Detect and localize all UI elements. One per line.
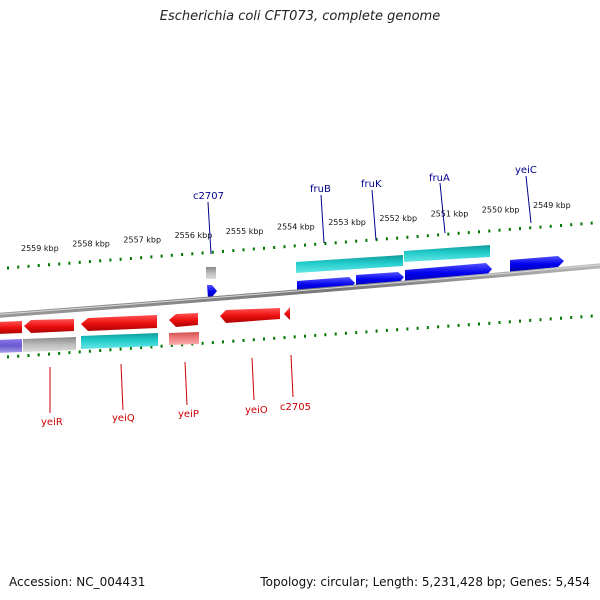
scale-label: 2553 kbp [328,218,366,227]
gene-label-c2707[interactable]: c2707 [193,191,224,202]
gene-label-fruA[interactable]: fruA [429,173,450,184]
leader-line [207,201,212,255]
scale-label: 2558 kbp [72,240,110,249]
gene-arrow[interactable] [81,315,157,331]
accession-text: Accession: NC_004431 [9,575,146,589]
leader-line [184,361,188,406]
feature-bar [206,267,216,279]
genome-backbone-highlight [0,264,600,315]
gene-label-fruB[interactable]: fruB [310,184,331,195]
scale-label: 2549 kbp [533,201,571,210]
gene-label-yeiP[interactable]: yeiP [178,409,199,420]
gene-label-yeiQ[interactable]: yeiQ [112,413,135,424]
gene-arrow[interactable] [284,307,290,320]
leader-line [439,182,446,234]
scale-label: 2556 kbp [175,231,213,240]
gene-arrow[interactable] [169,313,198,327]
leader-line [371,189,377,241]
scale-label: 2554 kbp [277,223,315,232]
forward-leaders [207,175,532,255]
feature-bar [404,245,490,262]
gene-arrow[interactable] [0,321,22,334]
gene-arrow[interactable] [510,256,564,272]
lower-tick-ruler [7,314,593,359]
feature-bar [23,337,76,352]
genome-summary: Topology: circular; Length: 5,231,428 bp… [260,575,590,589]
leader-line [290,354,294,398]
feature-bar [81,333,158,349]
gene-label-fruK[interactable]: fruK [361,179,382,190]
scale-labels: 2559 kbp 2558 kbp 2557 kbp 2556 kbp 2555 kbp… [21,201,571,253]
reverse-gene-track [0,307,290,334]
map-title: Escherichia coli CFT073, complete genome [159,9,441,24]
reverse-leaders [49,354,294,413]
scale-label: 2555 kbp [226,227,264,236]
genome-backbone [0,263,600,318]
forward-feature-track [206,245,490,279]
reverse-gene-labels: yeiR yeiQ yeiP yeiO c2705 [41,402,311,428]
gene-label-yeiC[interactable]: yeiC [515,165,537,176]
scale-label: 2551 kbp [431,210,469,219]
leader-line [525,175,532,224]
gene-label-yeiO[interactable]: yeiO [245,405,268,416]
forward-gene-labels: c2707 fruB fruK fruA yeiC [193,165,537,202]
scale-label: 2559 kbp [21,244,59,253]
gene-arrow[interactable] [207,285,217,298]
gene-arrow[interactable] [220,308,280,323]
scale-label: 2552 kbp [379,214,417,223]
leader-line [120,363,124,411]
gene-arrow[interactable] [405,263,492,283]
upper-tick-ruler [7,221,593,270]
gene-label-c2705[interactable]: c2705 [280,402,311,413]
scale-label: 2557 kbp [123,235,161,244]
gene-arrow[interactable] [24,319,74,333]
feature-bar [0,339,22,353]
leader-line [251,357,255,401]
leader-line [320,194,325,244]
scale-label: 2550 kbp [482,205,520,214]
feature-bar [296,255,403,273]
feature-bar [169,332,199,345]
gene-label-yeiR[interactable]: yeiR [41,417,63,428]
reverse-feature-track [0,332,199,353]
